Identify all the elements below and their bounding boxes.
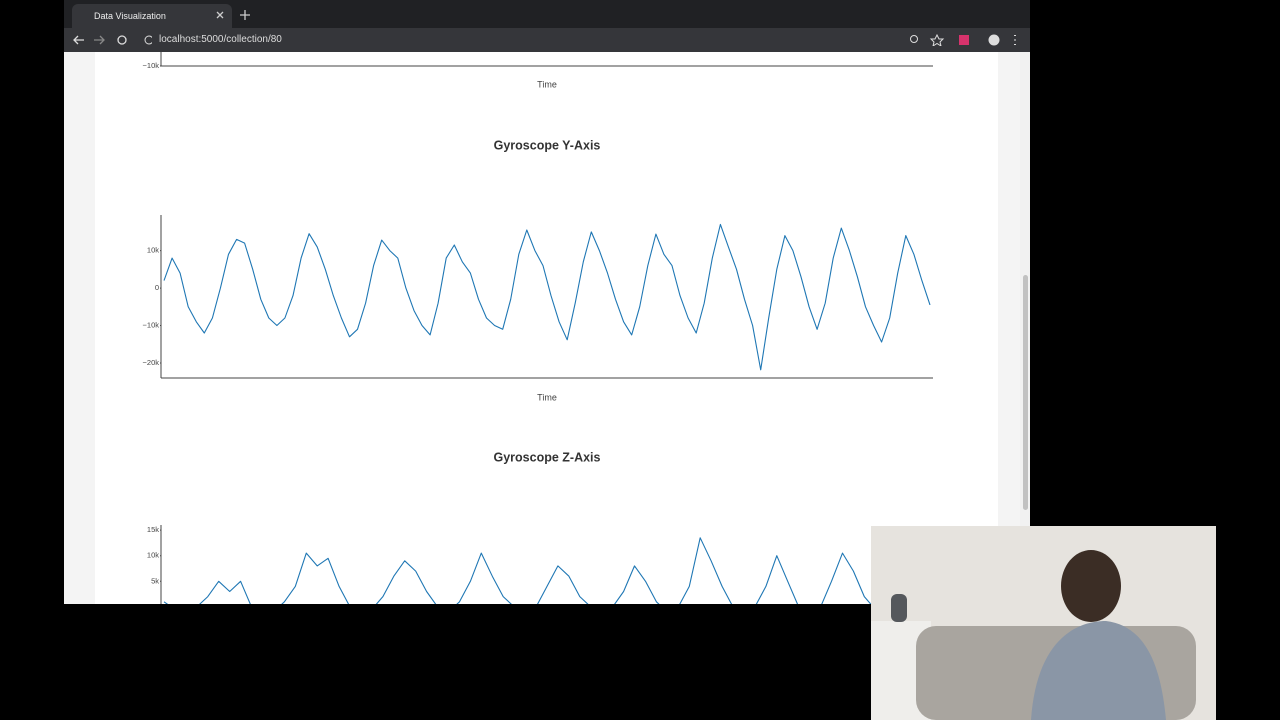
person	[1031, 621, 1166, 720]
data-line	[163, 223, 931, 371]
y-tick-label: −10k	[143, 61, 160, 70]
profile[interactable]	[988, 34, 1000, 46]
tab-title: Data Visualization	[94, 11, 166, 21]
back[interactable]	[73, 35, 84, 45]
y-tick-label: 0	[155, 283, 159, 292]
chart-title: Gyroscope Z-Axis	[494, 450, 601, 464]
y-tick-label: 10k	[147, 551, 159, 560]
webcam	[871, 526, 1216, 720]
data-line	[163, 537, 931, 604]
extension[interactable]	[959, 35, 969, 45]
x-axis-label: Time	[537, 79, 557, 89]
scroll-thumb[interactable]	[1023, 275, 1028, 510]
new-tab-icon[interactable]	[240, 10, 250, 20]
toolbar: localhost:5000/collection/80	[64, 28, 1030, 52]
y-tick-label: 10k	[147, 246, 159, 255]
tab-icons	[216, 10, 250, 20]
y-tick-label: −20k	[143, 358, 160, 367]
forward[interactable]	[94, 35, 105, 45]
chart-title: Gyroscope Y-Axis	[494, 138, 601, 152]
close-icon[interactable]	[216, 11, 224, 19]
webcam-image	[871, 526, 1216, 720]
nav-icons	[73, 35, 152, 45]
reload[interactable]	[117, 35, 127, 45]
vase	[891, 594, 907, 622]
y-tick-label: 5k	[151, 576, 159, 585]
y-tick-label: 15k	[147, 525, 159, 534]
head	[1061, 550, 1121, 622]
tab-bar: Data Visualization	[64, 0, 1030, 28]
info	[144, 35, 152, 45]
page-content: Time −10k Gyroscope Y-Axis Time −20k −10k 0 10k…	[64, 52, 1030, 604]
tab[interactable]: Data Visualization	[72, 4, 232, 28]
zoom[interactable]	[910, 35, 918, 43]
bookmark[interactable]	[929, 34, 945, 46]
panel	[95, 52, 998, 604]
y-tick-label: −10k	[143, 321, 160, 330]
url[interactable]: localhost:5000/collection/80	[159, 34, 282, 45]
toolbar-icons	[910, 34, 1016, 46]
x-axis-label: Time	[537, 392, 557, 402]
